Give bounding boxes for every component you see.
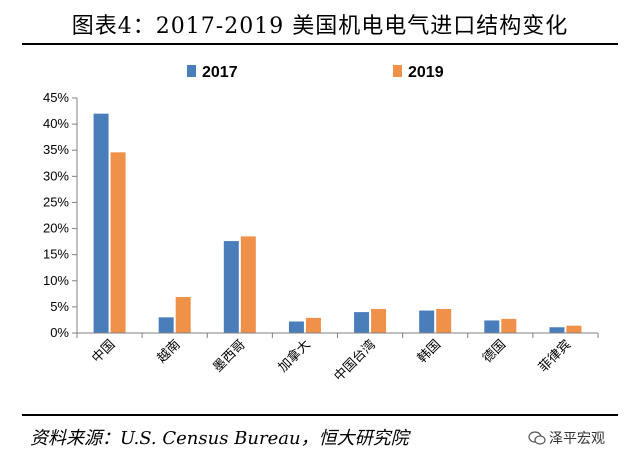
- bars: [93, 113, 582, 334]
- x-category-label: 中国台湾: [331, 337, 379, 385]
- bar-2019-韩国: [436, 308, 452, 333]
- wechat-icon: [528, 431, 546, 445]
- bar-2017-菲律宾: [549, 327, 565, 333]
- x-category-label: 德国: [480, 337, 509, 366]
- x-category-label: 加拿大: [275, 337, 314, 376]
- bar-2019-德国: [501, 318, 517, 333]
- bar-2017-韩国: [419, 310, 435, 333]
- y-tick-label: 35%: [43, 142, 69, 157]
- y-tick-label: 25%: [43, 194, 69, 209]
- bar-2019-加拿大: [305, 317, 321, 333]
- legend: 2017 2019: [187, 64, 444, 81]
- title-divider: [22, 43, 618, 45]
- legend-label-2019: 2019: [408, 64, 444, 81]
- x-category-label: 越南: [154, 337, 184, 367]
- y-tick-label: 10%: [43, 273, 69, 288]
- bar-2017-加拿大: [288, 321, 304, 333]
- bar-2019-中国台湾: [371, 308, 387, 333]
- bar-2017-中国: [93, 113, 109, 334]
- y-tick-label: 45%: [43, 90, 69, 105]
- x-category-label: 墨西哥: [210, 337, 248, 375]
- y-tick-label: 30%: [43, 168, 69, 183]
- y-axis: 0% 5% 10% 15% 20% 25% 30% 35% 40% 45%: [43, 90, 78, 340]
- chart-title: 图表4：2017-2019 美国机电电气进口结构变化: [71, 14, 569, 39]
- y-tick-label: 20%: [43, 221, 69, 236]
- y-tick-label: 5%: [50, 299, 69, 314]
- bar-2019-菲律宾: [566, 325, 582, 333]
- x-category-label: 韩国: [415, 337, 444, 366]
- bar-2017-德国: [484, 320, 500, 333]
- legend-swatch-2019: [393, 65, 402, 77]
- bar-2019-越南: [175, 296, 191, 333]
- bar-2017-墨西哥: [223, 241, 239, 333]
- y-tick-label: 15%: [43, 247, 69, 262]
- legend-swatch-2017: [187, 65, 196, 77]
- bar-2017-越南: [158, 317, 174, 333]
- footer-divider: [22, 414, 618, 416]
- watermark: 泽平宏观: [528, 428, 605, 448]
- y-tick-label: 0%: [50, 325, 69, 340]
- bar-2017-中国台湾: [354, 312, 370, 333]
- bar-chart: 2017 2019 0% 5% 10% 15% 20% 25% 30% 35% 40% 45% 中国…: [43, 64, 599, 385]
- legend-label-2017: 2017: [202, 64, 238, 81]
- bar-2019-中国: [110, 152, 126, 333]
- x-category-label: 菲律宾: [535, 337, 574, 376]
- source-note: 资料来源：U.S. Census Bureau，恒大研究院: [30, 428, 409, 449]
- x-category-label: 中国: [89, 337, 118, 366]
- watermark-text: 泽平宏观: [549, 431, 605, 447]
- bar-2019-墨西哥: [240, 236, 256, 333]
- x-axis: 中国 越南 墨西哥 加拿大 中国台湾 韩国 德国 菲律宾: [76, 332, 599, 385]
- y-tick-label: 40%: [43, 116, 69, 131]
